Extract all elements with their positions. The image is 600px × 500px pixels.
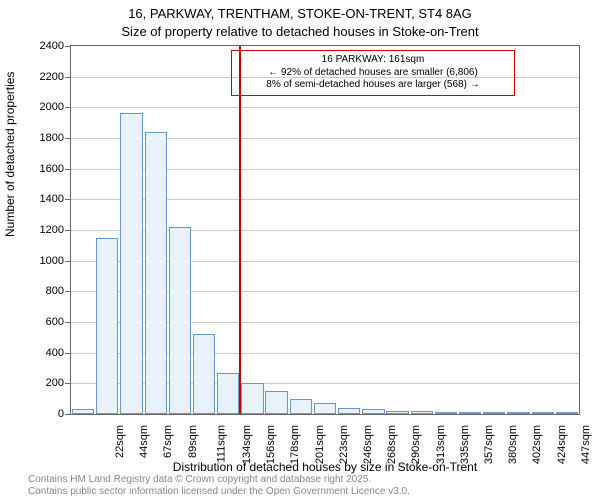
histogram-bar — [459, 412, 481, 414]
histogram-bar — [145, 132, 167, 414]
footer: Contains HM Land Registry data © Crown c… — [28, 474, 410, 498]
plot-area: 16 PARKWAY: 161sqm← 92% of detached hous… — [70, 45, 580, 415]
y-tick-mark — [65, 199, 70, 200]
y-axis-title: Number of detached properties — [3, 72, 17, 237]
y-tick-label: 2000 — [24, 101, 64, 113]
y-tick-mark — [65, 291, 70, 292]
y-tick-label: 2200 — [24, 71, 64, 83]
annotation-line1: 16 PARKWAY: 161sqm — [238, 54, 508, 67]
y-tick-label: 1400 — [24, 193, 64, 205]
y-tick-label: 1800 — [24, 132, 64, 144]
y-tick-mark — [65, 138, 70, 139]
x-tick-label: 156sqm — [265, 425, 277, 464]
y-tick-mark — [65, 46, 70, 47]
histogram-bar — [362, 409, 384, 414]
x-tick-label: 268sqm — [386, 425, 398, 464]
x-tick-label: 402sqm — [531, 425, 543, 464]
y-tick-label: 600 — [24, 316, 64, 328]
histogram-bar — [120, 113, 142, 414]
y-tick-mark — [65, 353, 70, 354]
y-tick-mark — [65, 383, 70, 384]
footer-line1: Contains HM Land Registry data © Crown c… — [28, 474, 410, 486]
x-tick-label: 335sqm — [459, 425, 471, 464]
histogram-bar — [483, 412, 505, 414]
histogram-bar — [96, 238, 118, 414]
x-tick-label: 380sqm — [507, 425, 519, 464]
chart-title-line2: Size of property relative to detached ho… — [0, 24, 600, 39]
y-tick-label: 800 — [24, 285, 64, 297]
histogram-bar — [265, 391, 287, 414]
x-tick-label: 67sqm — [163, 425, 175, 458]
histogram-bar — [217, 373, 239, 414]
x-tick-label: 111sqm — [215, 425, 227, 463]
y-tick-mark — [65, 230, 70, 231]
histogram-bar — [72, 409, 94, 414]
histogram-bar — [532, 412, 554, 414]
y-tick-mark — [65, 322, 70, 323]
histogram-bar — [241, 383, 263, 414]
x-tick-label: 178sqm — [290, 425, 302, 464]
y-tick-mark — [65, 107, 70, 108]
x-axis-title: Distribution of detached houses by size … — [70, 460, 580, 474]
y-tick-label: 1600 — [24, 163, 64, 175]
histogram-bar — [507, 412, 529, 414]
gridline — [71, 107, 579, 108]
x-tick-label: 424sqm — [556, 425, 568, 464]
y-tick-label: 0 — [24, 408, 64, 420]
x-tick-label: 89sqm — [187, 425, 199, 458]
chart-container: 16, PARKWAY, TRENTHAM, STOKE-ON-TRENT, S… — [0, 0, 600, 500]
x-tick-label: 313sqm — [435, 425, 447, 464]
histogram-bar — [314, 403, 336, 414]
annotation-line2: ← 92% of detached houses are smaller (6,… — [238, 67, 508, 80]
x-tick-label: 201sqm — [314, 425, 326, 464]
x-tick-label: 246sqm — [362, 425, 374, 464]
x-tick-label: 22sqm — [114, 425, 126, 458]
y-tick-label: 1200 — [24, 224, 64, 236]
footer-line2: Contains public sector information licen… — [28, 486, 410, 498]
y-tick-mark — [65, 169, 70, 170]
x-tick-label: 44sqm — [138, 425, 150, 458]
histogram-bar — [290, 399, 312, 414]
x-tick-label: 290sqm — [411, 425, 423, 464]
histogram-bar — [435, 412, 457, 414]
y-tick-mark — [65, 77, 70, 78]
histogram-bar — [338, 408, 360, 414]
histogram-bar — [556, 412, 578, 414]
y-tick-mark — [65, 261, 70, 262]
annotation-box: 16 PARKWAY: 161sqm← 92% of detached hous… — [231, 50, 515, 96]
y-tick-label: 1000 — [24, 255, 64, 267]
y-tick-label: 2400 — [24, 40, 64, 52]
x-tick-label: 447sqm — [580, 425, 592, 464]
histogram-bar — [386, 411, 408, 414]
chart-title-line1: 16, PARKWAY, TRENTHAM, STOKE-ON-TRENT, S… — [0, 6, 600, 21]
y-tick-label: 200 — [24, 377, 64, 389]
annotation-line3: 8% of semi-detached houses are larger (5… — [238, 79, 508, 92]
histogram-bar — [411, 411, 433, 414]
y-tick-mark — [65, 414, 70, 415]
y-tick-label: 400 — [24, 347, 64, 359]
x-tick-label: 223sqm — [338, 425, 350, 464]
histogram-bar — [169, 227, 191, 414]
reference-line — [239, 46, 241, 414]
histogram-bar — [193, 334, 215, 414]
x-tick-label: 357sqm — [483, 425, 495, 464]
x-tick-label: 134sqm — [241, 425, 253, 464]
